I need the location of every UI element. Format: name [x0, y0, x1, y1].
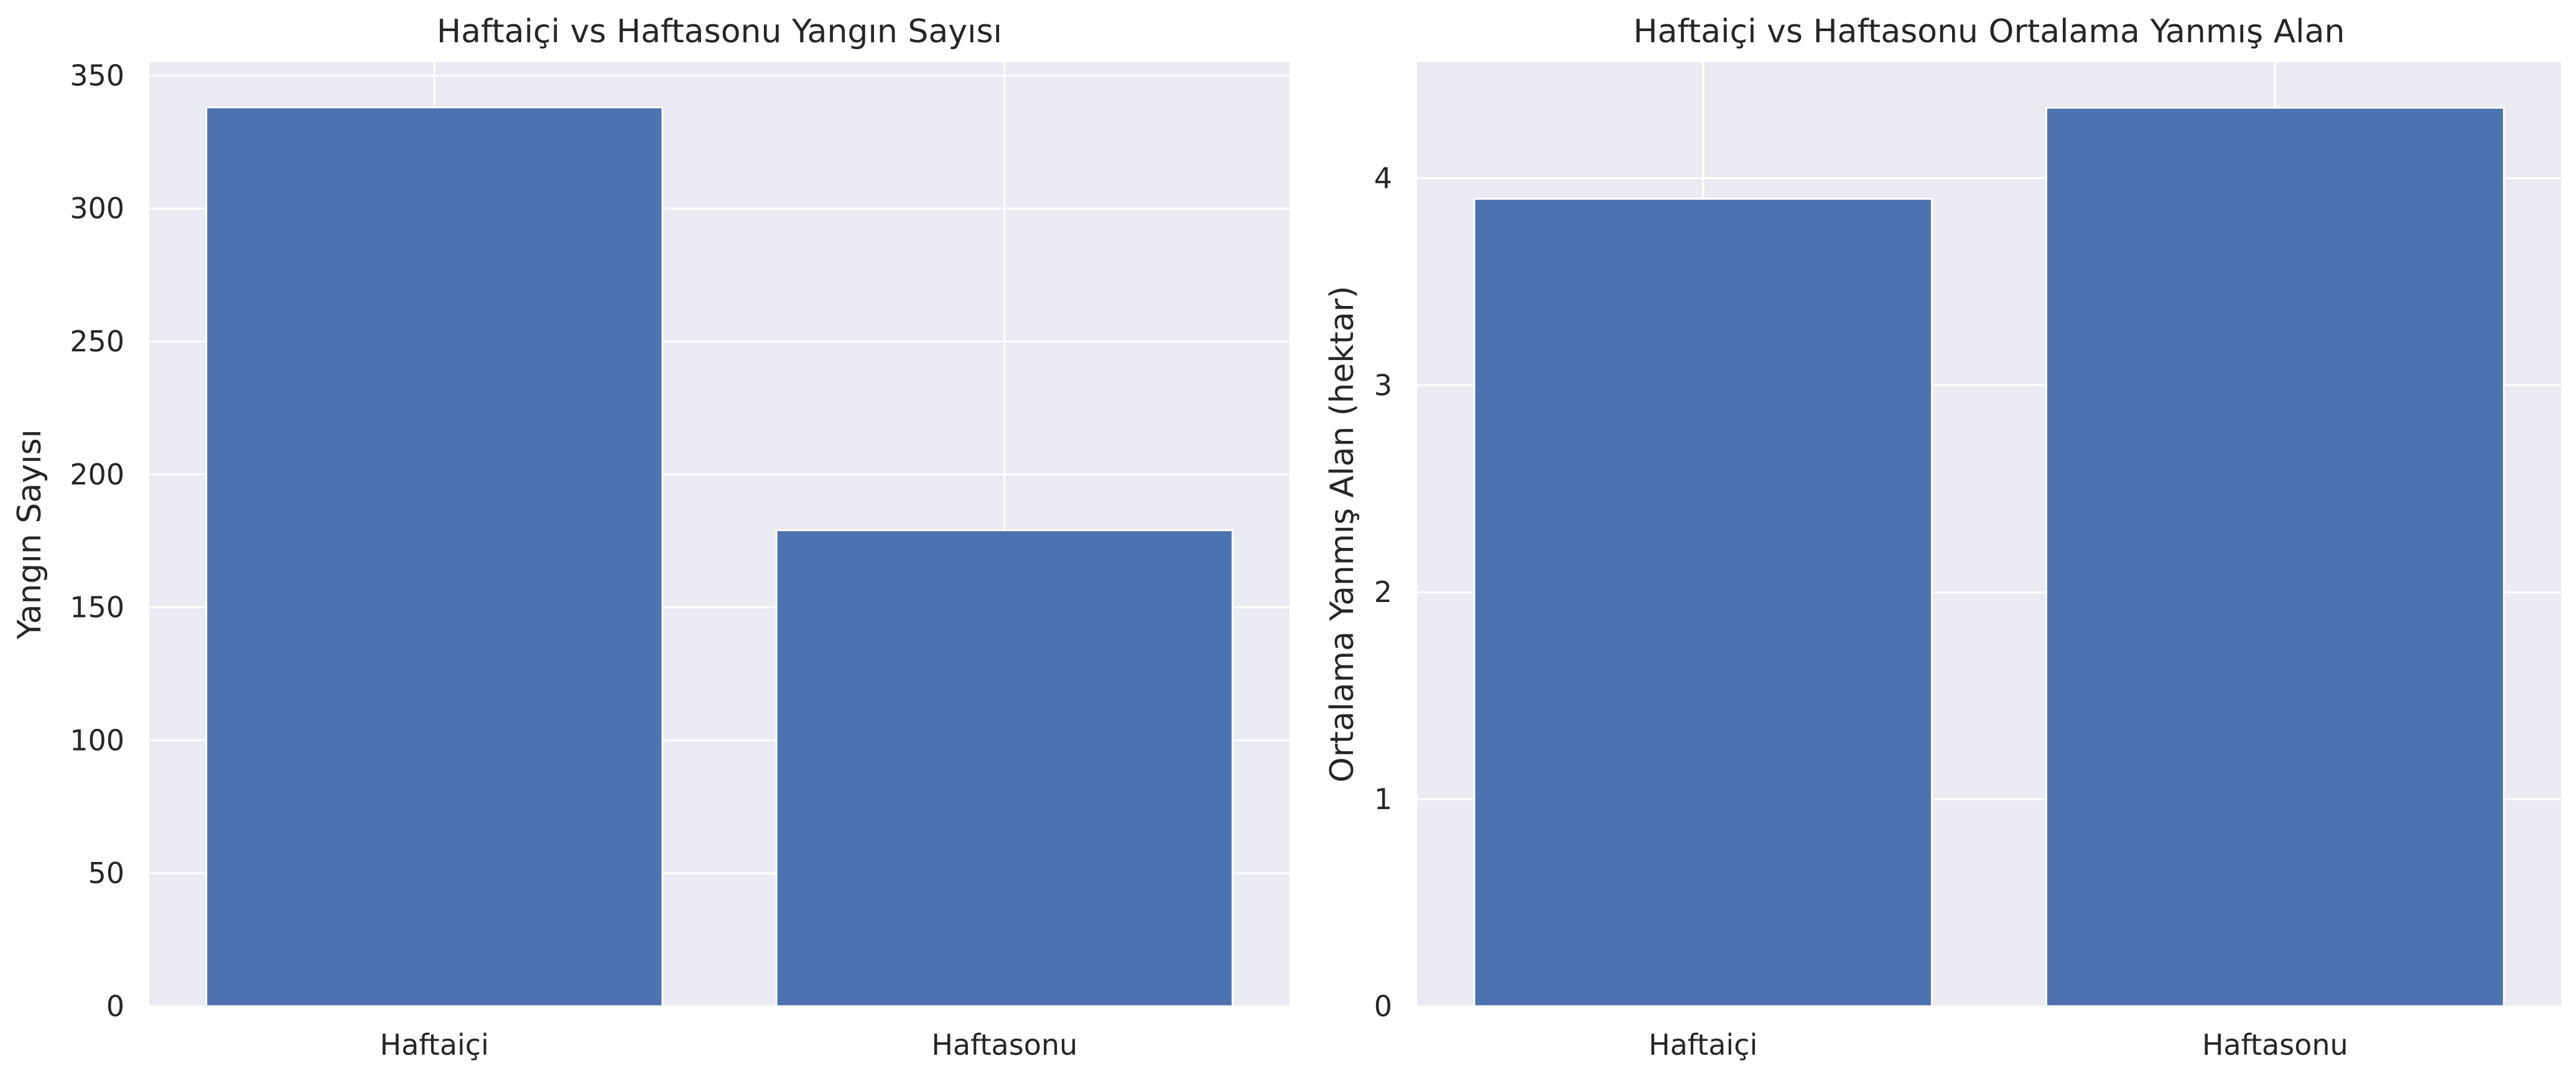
chart-mean-burned-area: 0 1 2 3 4 Haftaiçi Haftasonu Haftaiçi vs Haftas… [1324, 13, 2561, 1062]
x-tick-label: Haftaiçi [380, 1028, 489, 1062]
y-axis-label: Yangın Sayısı [11, 429, 49, 640]
y-axis-label: Ortalama Yanmış Alan (hektar) [1324, 286, 1361, 783]
bar-haftasonu [2045, 106, 2505, 1007]
y-tick-label: 1 [1374, 782, 1392, 816]
x-tick-label: Haftaiçi [1648, 1028, 1757, 1062]
y-tick-label: 150 [70, 591, 124, 624]
bar-haftaiçi [205, 106, 664, 1007]
y-tick-label: 0 [106, 989, 124, 1023]
x-tick-label: Haftasonu [931, 1028, 1077, 1062]
y-tick-label: 250 [70, 325, 124, 358]
y-tick-label: 300 [70, 192, 124, 225]
y-tick-label: 3 [1374, 368, 1392, 402]
y-tick-label: 50 [88, 856, 124, 890]
y-tick-label: 350 [70, 58, 124, 92]
chart-fire-count: 0 50 100 150 200 250 300 350 Haftaiçi Haftasonu Ha… [11, 13, 1290, 1062]
chart-title: Haftaiçi vs Haftasonu Yangın Sayısı [437, 13, 1002, 50]
bar-haftaiçi [1473, 198, 1933, 1007]
x-tick-label: Haftasonu [2202, 1028, 2348, 1062]
y-tick-label: 4 [1374, 161, 1392, 195]
y-tick-label: 0 [1374, 989, 1392, 1023]
y-tick-label: 200 [70, 458, 124, 491]
y-tick-label: 2 [1374, 575, 1392, 609]
chart-title: Haftaiçi vs Haftasonu Ortalama Yanmış Al… [1634, 13, 2345, 50]
bar-haftasonu [775, 529, 1234, 1007]
y-tick-label: 100 [70, 723, 124, 757]
